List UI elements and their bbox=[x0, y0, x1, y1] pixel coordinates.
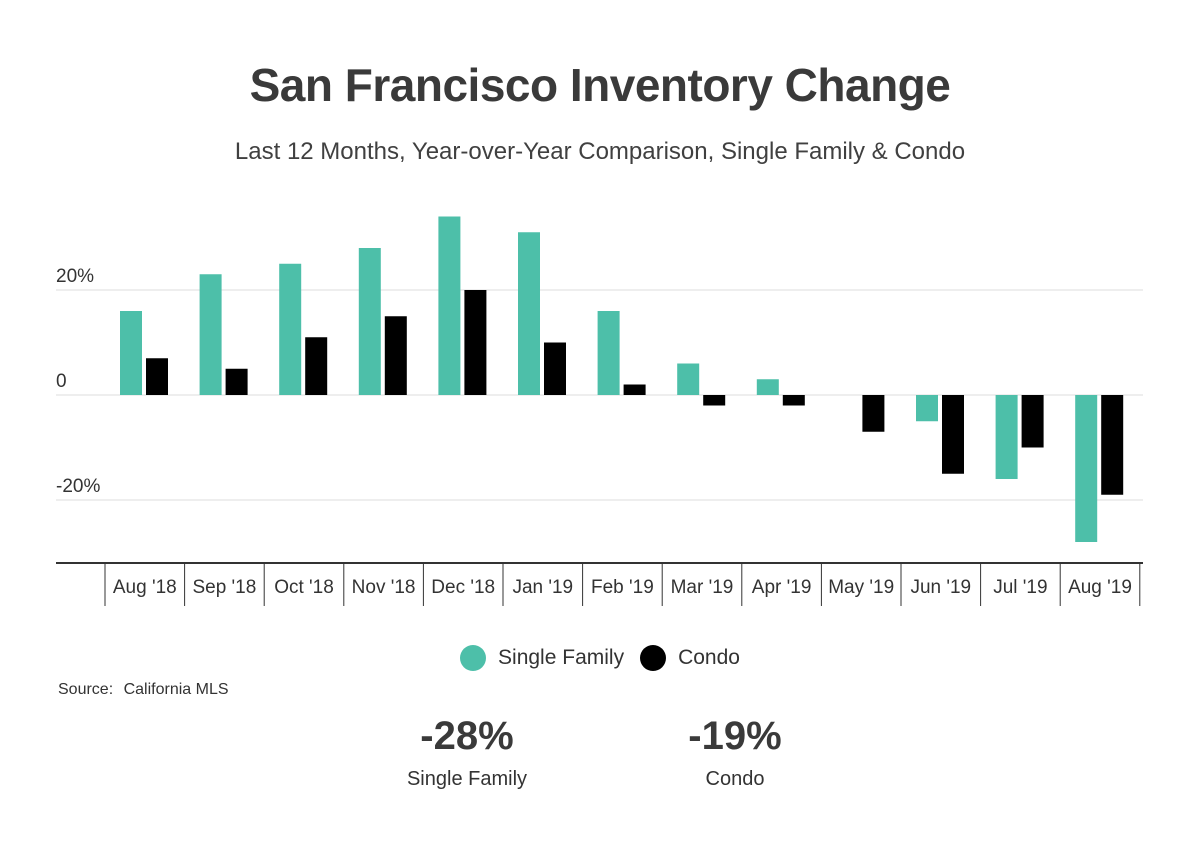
y-tick-label: -20% bbox=[56, 476, 100, 497]
chart-subtitle: Last 12 Months, Year-over-Year Compariso… bbox=[234, 138, 966, 165]
bar-single-family bbox=[1075, 395, 1098, 542]
bar-condo bbox=[623, 384, 646, 395]
stat-value-condo: -19% bbox=[688, 714, 782, 758]
bar-condo bbox=[146, 358, 168, 395]
bar-condo bbox=[1021, 395, 1044, 448]
x-tick-label: Aug '19 bbox=[1068, 577, 1132, 598]
bar-single-family bbox=[199, 274, 222, 395]
bar-condo bbox=[464, 290, 487, 395]
x-tick-label: Aug '18 bbox=[113, 577, 177, 598]
bar-condo bbox=[862, 395, 885, 432]
x-tick-label: Jun '19 bbox=[910, 577, 971, 598]
x-tick-label: Dec '18 bbox=[431, 577, 495, 598]
x-tick-label: Jan '19 bbox=[512, 577, 573, 598]
x-tick-label: Apr '19 bbox=[752, 577, 812, 598]
bar-single-family bbox=[916, 395, 938, 422]
x-tick-label: Mar '19 bbox=[671, 577, 734, 598]
x-tick-label: Sep '18 bbox=[192, 577, 256, 598]
bar-condo bbox=[544, 342, 566, 395]
bar-condo bbox=[1101, 395, 1124, 495]
legend-label-condo: Condo bbox=[678, 646, 740, 669]
chart-title: San Francisco Inventory Change bbox=[249, 59, 951, 111]
stat-label-single-family: Single Family bbox=[406, 768, 528, 790]
bar-single-family bbox=[677, 363, 700, 395]
bar-condo bbox=[305, 337, 328, 395]
bar-single-family bbox=[279, 263, 302, 395]
legend-item-single-family: Single Family bbox=[460, 645, 624, 671]
source-label: Source: bbox=[58, 681, 114, 698]
bar-single-family bbox=[120, 311, 142, 395]
x-tick-label: Oct '18 bbox=[274, 577, 334, 598]
chart-legend: Single Family Condo bbox=[0, 645, 1200, 671]
stat-single-family: -28% Single Family bbox=[347, 712, 587, 791]
legend-swatch-single-family bbox=[460, 645, 487, 671]
x-tick-label: Jul '19 bbox=[993, 577, 1047, 598]
bar-single-family bbox=[358, 248, 381, 395]
x-tick-label: Feb '19 bbox=[591, 577, 654, 598]
bar-single-family bbox=[995, 395, 1018, 479]
legend-swatch-condo bbox=[640, 645, 667, 671]
bar-single-family bbox=[518, 232, 540, 395]
stat-label-condo: Condo bbox=[705, 768, 765, 790]
stat-value-single-family: -28% bbox=[420, 714, 514, 758]
stat-condo: -19% Condo bbox=[615, 712, 855, 791]
y-tick-label: 0 bbox=[56, 371, 67, 392]
x-tick-label: Nov '18 bbox=[352, 577, 416, 598]
bar-chart: 20% 0 -20% Aug '18 Sep '18 Oct '18 Nov '18 Dec … bbox=[56, 216, 1143, 606]
source-value: California MLS bbox=[123, 681, 229, 698]
legend-label-single-family: Single Family bbox=[498, 646, 625, 669]
bar-single-family bbox=[597, 311, 620, 395]
bar-single-family bbox=[756, 379, 779, 395]
y-tick-label: 20% bbox=[56, 266, 94, 287]
legend-item-condo: Condo bbox=[640, 645, 740, 671]
bar-single-family bbox=[438, 216, 461, 395]
source-note: Source: California MLS bbox=[58, 681, 229, 699]
bar-condo bbox=[942, 395, 964, 474]
x-tick-label: May '19 bbox=[828, 577, 894, 598]
bar-condo bbox=[225, 368, 248, 395]
bar-condo bbox=[384, 316, 407, 395]
bar-condo bbox=[703, 395, 726, 406]
bar-condo bbox=[782, 395, 805, 406]
